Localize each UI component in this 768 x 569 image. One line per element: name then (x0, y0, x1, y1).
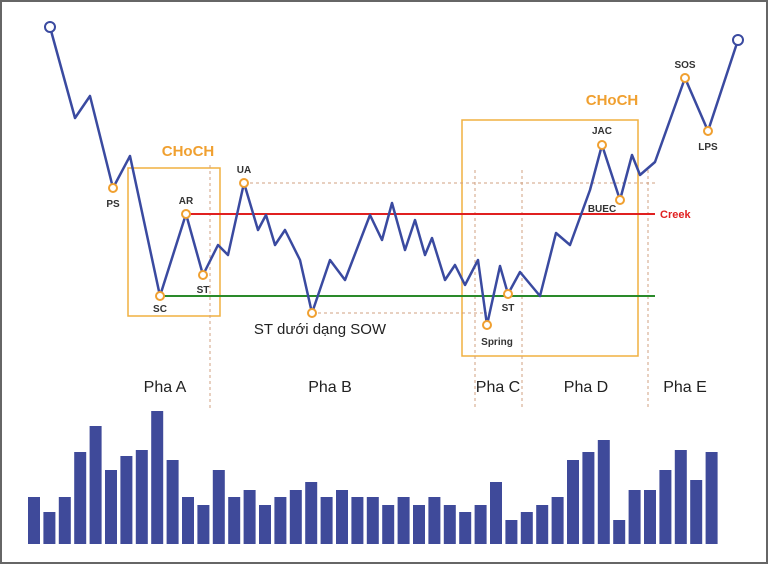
box (461, 119, 639, 357)
volume-bar (628, 490, 641, 544)
volume-bar (644, 490, 656, 544)
volume-bar (659, 470, 672, 544)
volume-bar (89, 426, 102, 544)
label: LPS (698, 142, 718, 153)
volume-bar (705, 452, 718, 544)
label: PS (106, 199, 120, 210)
volume-bar (212, 470, 225, 544)
phase-label: Pha D (564, 379, 608, 396)
volume-bar (182, 497, 194, 544)
volume-bar (58, 497, 71, 544)
volume-bar (135, 450, 148, 544)
volume-bar (274, 497, 287, 544)
volume-bar (120, 456, 133, 544)
label: Spring (481, 337, 513, 348)
price-line (48, 26, 740, 327)
volume-bar (520, 512, 533, 544)
volume-bar (459, 512, 472, 544)
phase-label: Pha B (308, 379, 352, 396)
volume-bar (597, 440, 610, 544)
volume-bar (243, 490, 256, 544)
volume-bar (674, 450, 687, 544)
label: JAC (592, 126, 612, 137)
creek-label: Creek (660, 209, 691, 221)
volume-bar (197, 505, 210, 544)
volume-bar (74, 452, 87, 544)
guides (209, 165, 655, 410)
volume-bar (505, 520, 518, 544)
volume-bar (336, 490, 348, 544)
volume-bar (567, 460, 579, 544)
volume-bar (43, 512, 56, 544)
volume-bar (351, 497, 364, 544)
volume-bar (228, 497, 241, 544)
volume-bar (305, 482, 318, 544)
volume-bar (443, 505, 456, 544)
label: AR (179, 196, 194, 207)
volume-bar (259, 505, 271, 544)
label: SC (153, 304, 167, 315)
points (44, 21, 744, 330)
label: BUEC (588, 204, 616, 215)
volume-bar (536, 505, 549, 544)
volume-bar (551, 497, 564, 544)
phase-label: Pha C (476, 379, 520, 396)
choch-label: CHoCH (162, 143, 215, 160)
volume-bar (582, 452, 595, 544)
volume-bar (105, 470, 117, 544)
volume-bar (490, 482, 502, 544)
volume-bar (28, 497, 40, 544)
volume-bar (320, 497, 333, 544)
volume-bar (397, 497, 410, 544)
label: UA (237, 165, 251, 176)
phase-label: Pha A (144, 379, 187, 396)
label: SOS (674, 60, 695, 71)
label: ST (197, 285, 210, 296)
volume-bar (289, 490, 302, 544)
label: ST (502, 303, 515, 314)
volume-bar (382, 505, 395, 544)
volume-bar (166, 460, 179, 544)
box (127, 167, 221, 317)
volume-bar (151, 411, 164, 544)
volume-bar (690, 480, 703, 544)
phase-label: Pha E (663, 379, 707, 396)
label: ST dưới dạng SOW (254, 321, 387, 338)
volume-bar (613, 520, 626, 544)
volume-bar (366, 497, 379, 544)
choch-label: CHoCH (586, 92, 639, 109)
volume-bar (413, 505, 425, 544)
volume-bar (428, 497, 441, 544)
volume-bar (474, 505, 487, 544)
